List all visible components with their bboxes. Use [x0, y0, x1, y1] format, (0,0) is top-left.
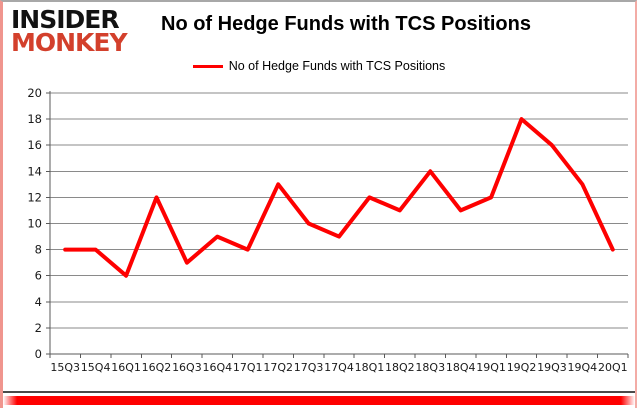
y-axis-labels: 0 2 4 6 8 10 12 14 16 18 20 — [27, 86, 42, 361]
svg-text:8: 8 — [35, 243, 42, 257]
svg-text:16Q3: 16Q3 — [172, 361, 202, 374]
svg-text:16Q2: 16Q2 — [142, 361, 172, 374]
svg-text:19Q4: 19Q4 — [568, 361, 598, 374]
x-axis-labels: 15Q3 15Q4 16Q1 16Q2 16Q3 16Q4 17Q1 17Q2 17Q3 17Q4… — [50, 361, 627, 374]
svg-text:18Q2: 18Q2 — [385, 361, 415, 374]
insider-monkey-logo: INSIDER MONKEY — [11, 5, 128, 57]
svg-text:16: 16 — [27, 138, 42, 152]
tcs-line-chart: 0 2 4 6 8 10 12 14 16 18 20 15Q3 15Q4 16Q1 16Q2 16Q3 16Q… — [27, 86, 629, 374]
svg-text:20: 20 — [27, 86, 42, 100]
red-accent-bar — [3, 396, 635, 405]
svg-text:16Q1: 16Q1 — [111, 361, 141, 374]
svg-text:17Q3: 17Q3 — [294, 361, 324, 374]
svg-text:18Q3: 18Q3 — [415, 361, 445, 374]
svg-text:15Q3: 15Q3 — [50, 361, 80, 374]
gridlines — [50, 92, 628, 329]
svg-text:0: 0 — [35, 347, 42, 361]
svg-text:12: 12 — [27, 190, 42, 204]
svg-text:16Q4: 16Q4 — [202, 361, 232, 374]
series-line — [63, 117, 615, 278]
svg-text:17Q2: 17Q2 — [263, 361, 293, 374]
svg-text:18Q1: 18Q1 — [355, 361, 385, 374]
logo-word-insider: INSIDER — [11, 5, 120, 34]
svg-text:18: 18 — [27, 112, 42, 126]
svg-text:19Q3: 19Q3 — [537, 361, 567, 374]
axes — [46, 91, 629, 358]
legend-line-swatch — [192, 64, 223, 68]
logo-word-monkey: MONKEY — [11, 28, 128, 57]
svg-text:19Q2: 19Q2 — [507, 361, 537, 374]
svg-text:6: 6 — [35, 269, 42, 283]
svg-text:10: 10 — [27, 217, 42, 231]
legend: No of Hedge Funds with TCS Positions — [3, 59, 635, 73]
page-title: No of Hedge Funds with TCS Positions — [161, 13, 531, 35]
svg-text:14: 14 — [27, 164, 42, 178]
svg-text:17Q1: 17Q1 — [233, 361, 263, 374]
svg-text:19Q1: 19Q1 — [476, 361, 506, 374]
svg-text:18Q4: 18Q4 — [446, 361, 476, 374]
svg-text:17Q4: 17Q4 — [324, 361, 354, 374]
svg-text:2: 2 — [35, 321, 42, 335]
svg-text:20Q1: 20Q1 — [598, 361, 628, 374]
svg-text:15Q4: 15Q4 — [81, 361, 111, 374]
legend-label: No of Hedge Funds with TCS Positions — [228, 59, 446, 73]
svg-text:4: 4 — [35, 295, 42, 309]
chart-content-area: INSIDER MONKEY No of Hedge Funds with TC… — [3, 2, 635, 393]
